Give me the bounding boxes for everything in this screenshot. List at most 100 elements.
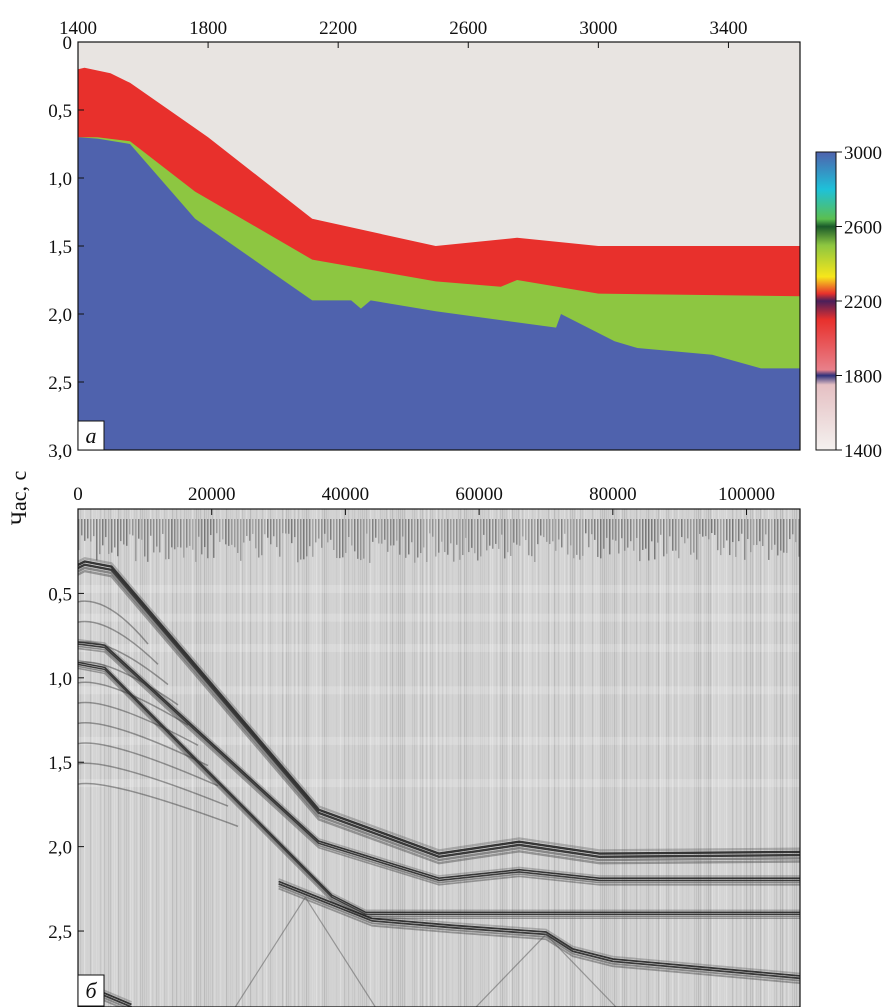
horizon-1 [78,557,800,852]
trace-stripe [558,509,560,1007]
y-tick-label: 2,5 [48,373,72,394]
direct-wave-stripe [297,519,299,563]
direct-wave-stripe [120,519,122,542]
trace-stripe [572,509,574,1007]
direct-wave-stripe [357,519,359,559]
direct-wave-stripe [642,519,644,550]
trace-stripe [520,509,522,1007]
horizon-3 [78,659,800,911]
x-tick-label: 20000 [188,484,236,505]
trace-stripe [646,509,648,1007]
trace-stripe [448,509,450,1007]
trace-stripe [730,509,732,1007]
trace-stripe [580,509,582,1007]
direct-wave-stripe [504,519,506,559]
trace-stripe [752,509,754,1007]
direct-wave-stripe [453,519,455,562]
trace-stripe [640,509,642,1007]
direct-wave-stripe [381,519,383,544]
trace-stripe [624,509,626,1007]
direct-wave-stripe [513,519,515,543]
direct-wave-stripe [267,519,269,538]
trace-stripe [648,509,650,1007]
trace-stripe [638,509,640,1007]
horizon-2 [78,641,800,880]
trace-stripe [722,509,724,1007]
direct-wave-stripe [252,519,254,534]
direct-wave-stripe [318,519,320,539]
trace-stripe [684,509,686,1007]
direct-wave-stripe [720,519,722,556]
direct-wave-stripe [417,519,419,558]
trace-stripe [474,509,476,1007]
trace-stripe [456,509,458,1007]
trace-stripe [170,509,172,1007]
direct-wave-stripe [654,519,656,560]
trace-stripe [760,509,762,1007]
direct-wave-stripe [675,519,677,551]
trace-stripe [446,509,448,1007]
y-tick-label: 1,0 [48,169,72,190]
trace-stripe [238,509,240,1007]
direct-wave-stripe [330,519,332,540]
direct-wave-stripe [342,519,344,558]
trace-stripe [584,509,586,1007]
direct-wave-stripe [411,519,413,543]
colorbar-scale [815,151,837,451]
trace-stripe [236,509,238,1007]
direct-wave-stripe [495,519,497,544]
direct-wave-stripe [573,519,575,559]
water-band [78,644,800,653]
direct-wave-stripe [789,519,791,540]
trace-stripe [614,509,616,1007]
horizon-4 [278,878,800,975]
trace-stripe [484,509,486,1007]
direct-wave-stripe [534,519,536,562]
direct-wave-stripe [321,519,323,548]
direct-wave-stripe [528,519,530,556]
trace-stripe [212,509,214,1007]
trace-stripe [362,509,364,1007]
trace-stripe [418,509,420,1007]
direct-wave-stripe [183,519,185,558]
trace-stripe [316,509,318,1007]
trace-stripe [628,509,630,1007]
trace-stripe [778,509,780,1007]
direct-wave-stripe [696,519,698,560]
trace-stripe [492,509,494,1007]
trace-stripe [634,509,636,1007]
direct-wave-stripe [462,519,464,556]
direct-wave-stripe [747,519,749,539]
horizon-2 [78,647,800,886]
direct-wave-stripe [582,519,584,556]
direct-wave-stripe [441,519,443,542]
direct-wave-stripe [681,519,683,538]
trace-stripe [84,509,86,1007]
horizon-1 [78,560,800,855]
trace-stripe [464,509,466,1007]
trace-stripe [106,509,108,1007]
trace-stripe [476,509,478,1007]
trace-stripe [784,509,786,1007]
direct-wave-stripe [273,519,275,537]
trace-stripe [280,509,282,1007]
colorbar-tick-label: 2200 [844,292,882,313]
trace-stripe [124,509,126,1007]
trace-stripe [598,509,600,1007]
trace-stripe [394,509,396,1007]
direct-wave-stripe [339,519,341,559]
trace-stripe [746,509,748,1007]
direct-wave-stripe [546,519,548,542]
trace-stripe [294,509,296,1007]
water-band [78,736,800,745]
trace-stripe [220,509,222,1007]
direct-wave-stripe [156,519,158,547]
trace-stripe [374,509,376,1007]
trace-stripe [798,509,800,1007]
direct-wave-stripe [465,519,467,538]
colorbar-tick-label: 1800 [844,367,882,388]
direct-wave-stripe [99,519,101,555]
trace-stripe [772,509,774,1007]
direct-wave-stripe [780,519,782,551]
direct-wave-stripe [309,519,311,547]
